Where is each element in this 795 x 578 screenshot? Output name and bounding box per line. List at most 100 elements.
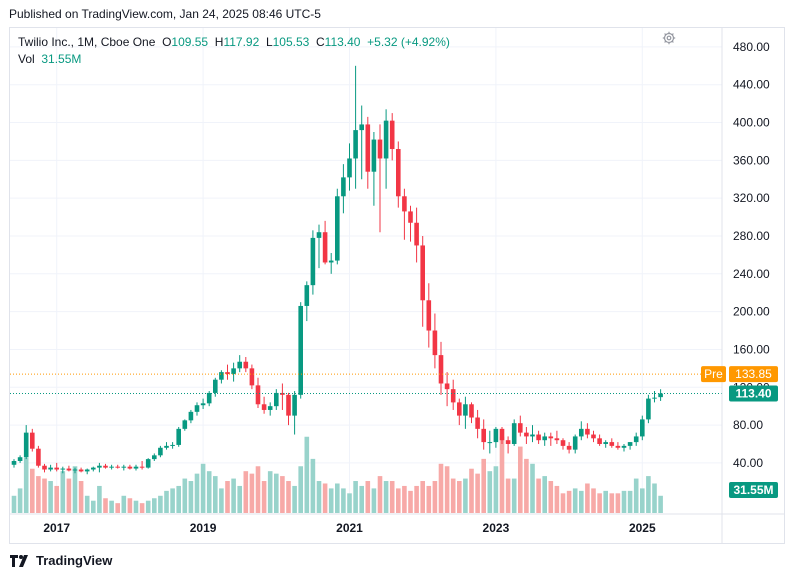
candle-body <box>298 305 303 395</box>
candle <box>97 462 102 473</box>
footer-brand[interactable]: TradingView <box>10 552 112 568</box>
volume-bar <box>249 473 255 513</box>
volume-bar <box>328 488 334 513</box>
volume-bar <box>579 490 584 513</box>
candle <box>469 402 474 424</box>
volume-bar <box>469 468 474 513</box>
volume-bar <box>450 478 456 513</box>
candle <box>316 224 322 269</box>
volume-bar <box>280 476 285 513</box>
candle <box>274 389 279 410</box>
candle <box>219 370 224 384</box>
candle-body <box>121 466 127 468</box>
volume-bar <box>17 488 23 513</box>
candle <box>646 394 651 424</box>
pre-tag-label: Pre <box>704 367 723 381</box>
candle <box>499 426 505 444</box>
pre-tag-background <box>701 366 726 383</box>
candle-body <box>511 423 517 444</box>
candle <box>353 65 358 189</box>
candle <box>426 283 432 348</box>
candle <box>109 464 114 470</box>
candle <box>133 464 139 471</box>
candle-body <box>475 417 480 429</box>
volume-bar <box>298 466 303 513</box>
candle <box>213 377 218 397</box>
volume-bar <box>182 478 188 513</box>
candle <box>633 432 639 446</box>
candle-body <box>213 379 218 393</box>
candle <box>408 205 413 242</box>
candle-body <box>414 222 419 246</box>
pre-price-tag-background <box>729 366 778 383</box>
x-tick-label: 2023 <box>483 521 510 535</box>
volume-bar <box>658 495 663 513</box>
candle-body <box>11 461 17 465</box>
candle-body <box>469 404 474 418</box>
candle <box>115 464 120 469</box>
candle-body <box>310 237 316 286</box>
candle <box>377 124 383 233</box>
open-label: O <box>162 35 172 49</box>
candle-body <box>145 459 151 468</box>
candle <box>432 313 438 369</box>
candle <box>158 445 163 458</box>
candle-body <box>658 393 663 398</box>
candle <box>609 438 615 448</box>
candle <box>194 402 200 416</box>
volume-bar <box>585 483 590 513</box>
volume-bar <box>286 481 291 513</box>
volume-bar <box>640 488 645 513</box>
candle <box>554 430 560 444</box>
candle-body <box>152 455 157 460</box>
candle <box>658 389 663 401</box>
candle <box>231 362 236 382</box>
volume-bar <box>36 476 41 513</box>
candle-body <box>591 434 596 439</box>
volume-bar <box>54 485 59 513</box>
candle <box>249 364 255 390</box>
pre-price-tag: 133.85 <box>735 367 772 381</box>
candle-body <box>97 465 102 468</box>
volume-bar <box>60 471 66 513</box>
volume-bar <box>426 485 432 513</box>
candle-body <box>554 438 560 441</box>
candle-body <box>261 404 267 410</box>
volume-bar <box>377 476 383 513</box>
y-tick-label: 280.00 <box>733 229 770 243</box>
volume-bar <box>432 481 438 513</box>
candle <box>84 468 90 475</box>
volume-bar <box>78 481 84 513</box>
volume-bar <box>164 490 169 513</box>
candle <box>54 462 59 472</box>
candle <box>389 113 395 161</box>
candle-body <box>450 389 456 403</box>
candle-body <box>566 445 572 450</box>
candle-body <box>219 372 224 380</box>
volume-bar <box>23 457 29 513</box>
gear-icon[interactable] <box>662 31 676 45</box>
close-label: C <box>316 35 325 49</box>
candle <box>145 458 151 469</box>
volume-bar <box>103 498 108 513</box>
volume-bar <box>304 436 310 513</box>
symbol-title: Twilio Inc., 1M, Cboe One <box>18 35 156 49</box>
volume-bar <box>158 495 163 513</box>
candle <box>457 398 462 426</box>
candle-body <box>536 434 541 441</box>
volume-tag-background <box>729 482 778 498</box>
volume-bar <box>621 490 627 513</box>
high-value: 117.92 <box>223 35 260 49</box>
volume-bar <box>335 483 340 513</box>
y-tick-label: 40.00 <box>733 456 763 470</box>
volume-bar <box>652 483 657 513</box>
candle <box>237 355 242 373</box>
candle-body <box>255 385 261 405</box>
y-tick-label: 440.00 <box>733 78 770 92</box>
volume-bar <box>353 481 358 513</box>
volume-bar <box>463 478 468 513</box>
candle-body <box>23 432 29 458</box>
volume-bar <box>225 481 230 513</box>
volume-bar <box>274 473 279 513</box>
